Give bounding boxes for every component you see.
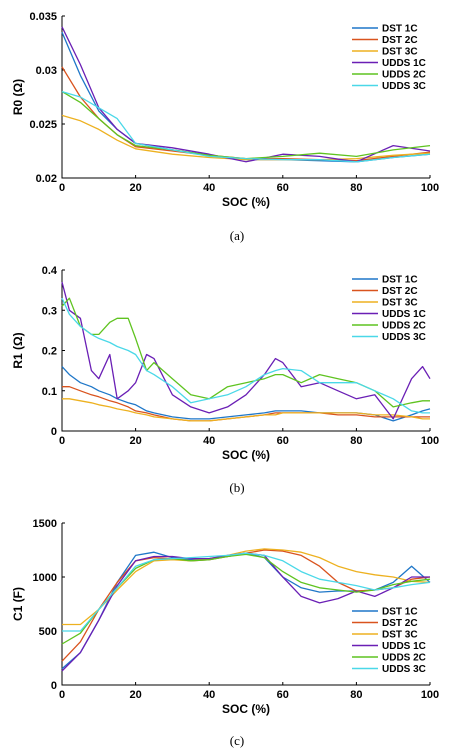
series-line-udds-1c (61, 552, 430, 672)
y-axis-label: R0 (Ω) (11, 79, 25, 115)
legend-label: UDDS 2C (382, 321, 426, 332)
legend-label: DST 1C (382, 607, 418, 618)
panel-caption: (a) (230, 228, 244, 243)
legend-label: DST 1C (382, 24, 418, 35)
legend-label: UDDS 2C (382, 70, 426, 81)
legend-label: DST 2C (382, 286, 418, 297)
series-line-dst-3c (61, 114, 431, 161)
chart-panel-1: 0 20 40 60 80 100 0.02 0.025 0.03 0.035 SOC (%) R0 … (11, 11, 439, 243)
x-tick-label: 60 (277, 689, 289, 701)
x-tick-label: 80 (350, 435, 362, 447)
y-tick-label: 0.4 (42, 265, 58, 277)
y-tick-label: 0.3 (42, 305, 57, 317)
x-tick-label: 0 (59, 182, 65, 194)
x-tick-label: 20 (129, 689, 141, 701)
axis-lines (61, 270, 430, 432)
series-line-udds-3c (62, 552, 431, 632)
series-line-dst-3c (62, 548, 431, 626)
series-line-udds-1c (61, 26, 431, 163)
series-line-dst-2c (61, 66, 431, 162)
legend-label: DST 3C (382, 298, 418, 309)
legend-label: UDDS 3C (382, 81, 426, 92)
y-tick-label: 0.2 (42, 346, 57, 358)
y-tick-label: 0 (51, 680, 57, 692)
y-tick-label: 0.025 (29, 119, 57, 131)
x-tick-label: 100 (421, 182, 439, 194)
x-tick-label: 20 (129, 435, 141, 447)
x-tick-label: 0 (59, 435, 65, 447)
x-tick-label: 60 (277, 435, 289, 447)
series-line-udds-2c (61, 91, 431, 160)
x-tick-label: 40 (203, 435, 215, 447)
y-tick-label: 500 (39, 626, 57, 638)
y-tick-label: 0.035 (29, 11, 57, 23)
legend-label: UDDS 1C (382, 58, 426, 69)
legend-label: DST 1C (382, 275, 418, 286)
series-line-dst-1c (61, 366, 431, 422)
x-axis-label: SOC (%) (222, 702, 270, 716)
y-tick-label: 0.1 (42, 386, 57, 398)
panel-caption: (c) (230, 733, 244, 748)
series-line-dst-3c (62, 398, 430, 422)
x-tick-label: 80 (350, 689, 362, 701)
series-line-udds-3c (61, 90, 431, 163)
legend-label: DST 2C (382, 618, 418, 629)
x-axis-label: SOC (%) (222, 448, 270, 462)
y-axis-label: R1 (Ω) (11, 332, 25, 368)
legend-label: DST 3C (382, 47, 418, 58)
series-line-udds-1c (61, 281, 431, 420)
y-tick-label: 1000 (33, 572, 57, 584)
legend-label: DST 3C (382, 630, 418, 641)
x-tick-label: 100 (421, 435, 439, 447)
series-line-udds-3c (61, 297, 430, 414)
chart-panel-2: 0 20 40 60 80 100 0 0.1 0.2 0.3 0.4 SOC (%) R1 (Ω) DS… (11, 265, 439, 495)
y-tick-label: 0.02 (36, 173, 57, 185)
x-tick-label: 20 (129, 182, 141, 194)
legend-label: DST 2C (382, 35, 418, 46)
legend-label: UDDS 1C (382, 641, 426, 652)
legend-label: UDDS 1C (382, 309, 426, 320)
legend-label: UDDS 2C (382, 653, 426, 664)
legend-label: UDDS 3C (382, 332, 426, 343)
y-axis-label: C1 (F) (11, 587, 25, 621)
panel-caption: (b) (229, 480, 244, 495)
x-tick-label: 0 (59, 689, 65, 701)
y-tick-label: 1500 (33, 518, 57, 530)
axis-lines (61, 523, 430, 686)
legend-label: UDDS 3C (382, 664, 426, 675)
x-tick-label: 100 (421, 689, 439, 701)
series-line-udds-2c (61, 553, 431, 645)
series-line-dst-2c (61, 549, 431, 662)
series-line-dst-2c (62, 386, 430, 422)
x-tick-label: 40 (203, 182, 215, 194)
y-tick-label: 0.03 (36, 65, 57, 77)
x-tick-label: 60 (277, 182, 289, 194)
x-axis-label: SOC (%) (222, 195, 270, 209)
x-tick-label: 80 (350, 182, 362, 194)
y-tick-label: 0 (51, 426, 57, 438)
x-tick-label: 40 (203, 689, 215, 701)
